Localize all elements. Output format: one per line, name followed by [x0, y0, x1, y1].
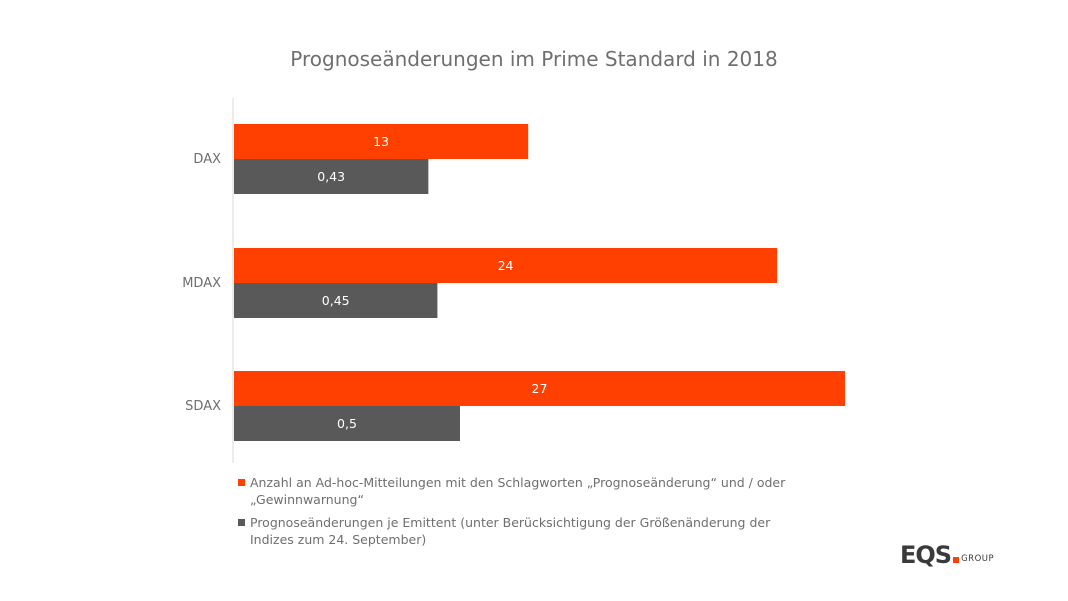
bar-sdax-series-2 [234, 406, 460, 441]
data-label-dax-series-1: 13 [373, 134, 389, 149]
category-label-sdax: SDAX [185, 399, 221, 414]
data-label-mdax-series-1: 24 [498, 258, 514, 273]
legend: Anzahl an Ad-hoc-Mitteilungen mit den Sc… [238, 474, 798, 548]
legend-item-series-1: Anzahl an Ad-hoc-Mitteilungen mit den Sc… [238, 474, 798, 508]
bar-mdax-series-1 [234, 248, 778, 283]
legend-swatch-gray [238, 519, 245, 526]
bar-dax-series-1 [234, 124, 529, 159]
data-label-sdax-series-1: 27 [532, 381, 548, 396]
logo-accent-dot [953, 557, 960, 563]
legend-label-series-2: Prognoseänderungen je Emittent (unter Be… [250, 515, 771, 547]
logo-subtext: GROUP [961, 554, 995, 564]
category-label-mdax: MDAX [182, 276, 221, 291]
logo-text: EQS [900, 541, 952, 569]
legend-item-series-2: Prognoseänderungen je Emittent (unter Be… [238, 514, 798, 548]
chart-title: Prognoseänderungen im Prime Standard in … [290, 47, 778, 71]
bar-sdax-series-1 [234, 371, 845, 406]
data-label-sdax-series-2: 0,5 [337, 416, 357, 431]
category-label-dax: DAX [193, 152, 221, 167]
data-label-dax-series-2: 0,43 [317, 169, 345, 184]
legend-label-series-1: Anzahl an Ad-hoc-Mitteilungen mit den Sc… [250, 475, 786, 507]
legend-swatch-orange [238, 479, 245, 486]
eqs-group-logo: EQS GROUP [900, 541, 995, 569]
data-label-mdax-series-2: 0,45 [322, 293, 350, 308]
bar-dax-series-2 [234, 159, 429, 194]
bar-mdax-series-2 [234, 283, 438, 318]
